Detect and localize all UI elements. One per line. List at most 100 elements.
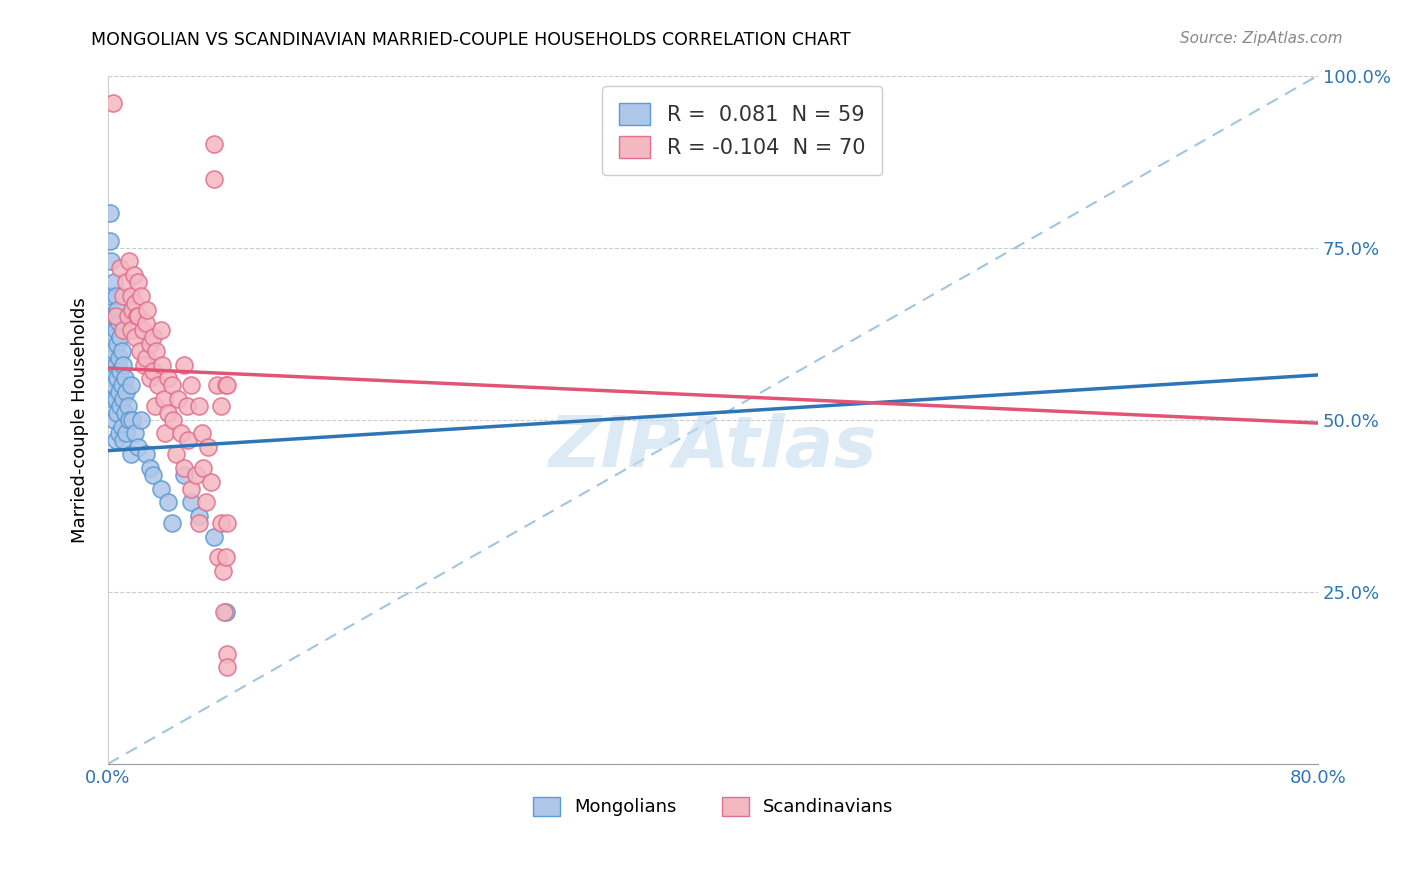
Point [153, 392, 176, 406]
Point [115, 385, 138, 400]
Point [209, 399, 232, 413]
Point [114, 406, 136, 420]
Point [107, 385, 129, 400]
Point [169, 426, 191, 441]
Point [160, 516, 183, 530]
Text: Source: ZipAtlas.com: Source: ZipAtlas.com [1180, 31, 1343, 46]
Point [217, 647, 239, 661]
Point [104, 310, 127, 324]
Point [202, 137, 225, 152]
Point [103, 275, 125, 289]
Point [202, 171, 225, 186]
Point [104, 289, 127, 303]
Point [101, 351, 124, 365]
Point [135, 351, 157, 365]
Point [124, 330, 146, 344]
Point [124, 426, 146, 441]
Point [112, 358, 135, 372]
Point [120, 323, 142, 337]
Point [121, 412, 143, 426]
Point [157, 495, 180, 509]
Point [100, 254, 122, 268]
Point [104, 358, 127, 372]
Point [125, 310, 148, 324]
Point [112, 323, 135, 337]
Point [105, 302, 128, 317]
Point [139, 460, 162, 475]
Point [142, 467, 165, 482]
Point [98, 206, 121, 220]
Point [143, 399, 166, 413]
Point [184, 467, 207, 482]
Point [176, 399, 198, 413]
Point [110, 378, 132, 392]
Point [173, 358, 195, 372]
Point [117, 399, 139, 413]
Text: ZIPAtlas: ZIPAtlas [548, 413, 877, 482]
Y-axis label: Married-couple Households: Married-couple Households [72, 297, 89, 542]
Point [207, 550, 229, 565]
Point [105, 371, 128, 385]
Point [142, 364, 165, 378]
Point [134, 358, 156, 372]
Point [120, 378, 142, 392]
Point [215, 550, 238, 565]
Point [146, 378, 169, 392]
Point [139, 337, 162, 351]
Point [121, 302, 143, 317]
Point [187, 509, 209, 524]
Point [114, 371, 136, 385]
Point [149, 482, 172, 496]
Point [155, 426, 177, 441]
Point [101, 330, 124, 344]
Point [110, 419, 132, 434]
Point [107, 351, 129, 365]
Point [107, 426, 129, 441]
Point [173, 467, 195, 482]
Point [195, 495, 218, 509]
Point [145, 343, 167, 358]
Point [120, 447, 142, 461]
Point [115, 275, 138, 289]
Point [104, 323, 127, 337]
Point [105, 337, 128, 351]
Point [108, 364, 131, 378]
Point [215, 606, 238, 620]
Point [129, 289, 152, 303]
Point [180, 495, 202, 509]
Point [110, 343, 132, 358]
Point [162, 412, 184, 426]
Point [104, 392, 127, 406]
Point [100, 310, 122, 324]
Point [217, 516, 239, 530]
Point [135, 447, 157, 461]
Point [120, 289, 142, 303]
Point [217, 660, 239, 674]
Point [200, 475, 222, 489]
Point [107, 316, 129, 330]
Point [142, 330, 165, 344]
Point [103, 343, 125, 358]
Point [112, 289, 135, 303]
Text: MONGOLIAN VS SCANDINAVIAN MARRIED-COUPLE HOUSEHOLDS CORRELATION CHART: MONGOLIAN VS SCANDINAVIAN MARRIED-COUPLE… [91, 31, 851, 49]
Point [129, 412, 152, 426]
Point [152, 358, 174, 372]
Point [100, 289, 122, 303]
Point [104, 434, 127, 448]
Point [98, 234, 121, 248]
Point [136, 302, 159, 317]
Point [187, 516, 209, 530]
Point [127, 275, 149, 289]
Point [103, 310, 125, 324]
Point [180, 378, 202, 392]
Point [166, 392, 188, 406]
Point [202, 530, 225, 544]
Point [177, 434, 200, 448]
Point [112, 434, 135, 448]
Point [127, 310, 149, 324]
Point [118, 412, 141, 426]
Point [112, 392, 135, 406]
Point [117, 310, 139, 324]
Point [191, 426, 214, 441]
Point [118, 254, 141, 268]
